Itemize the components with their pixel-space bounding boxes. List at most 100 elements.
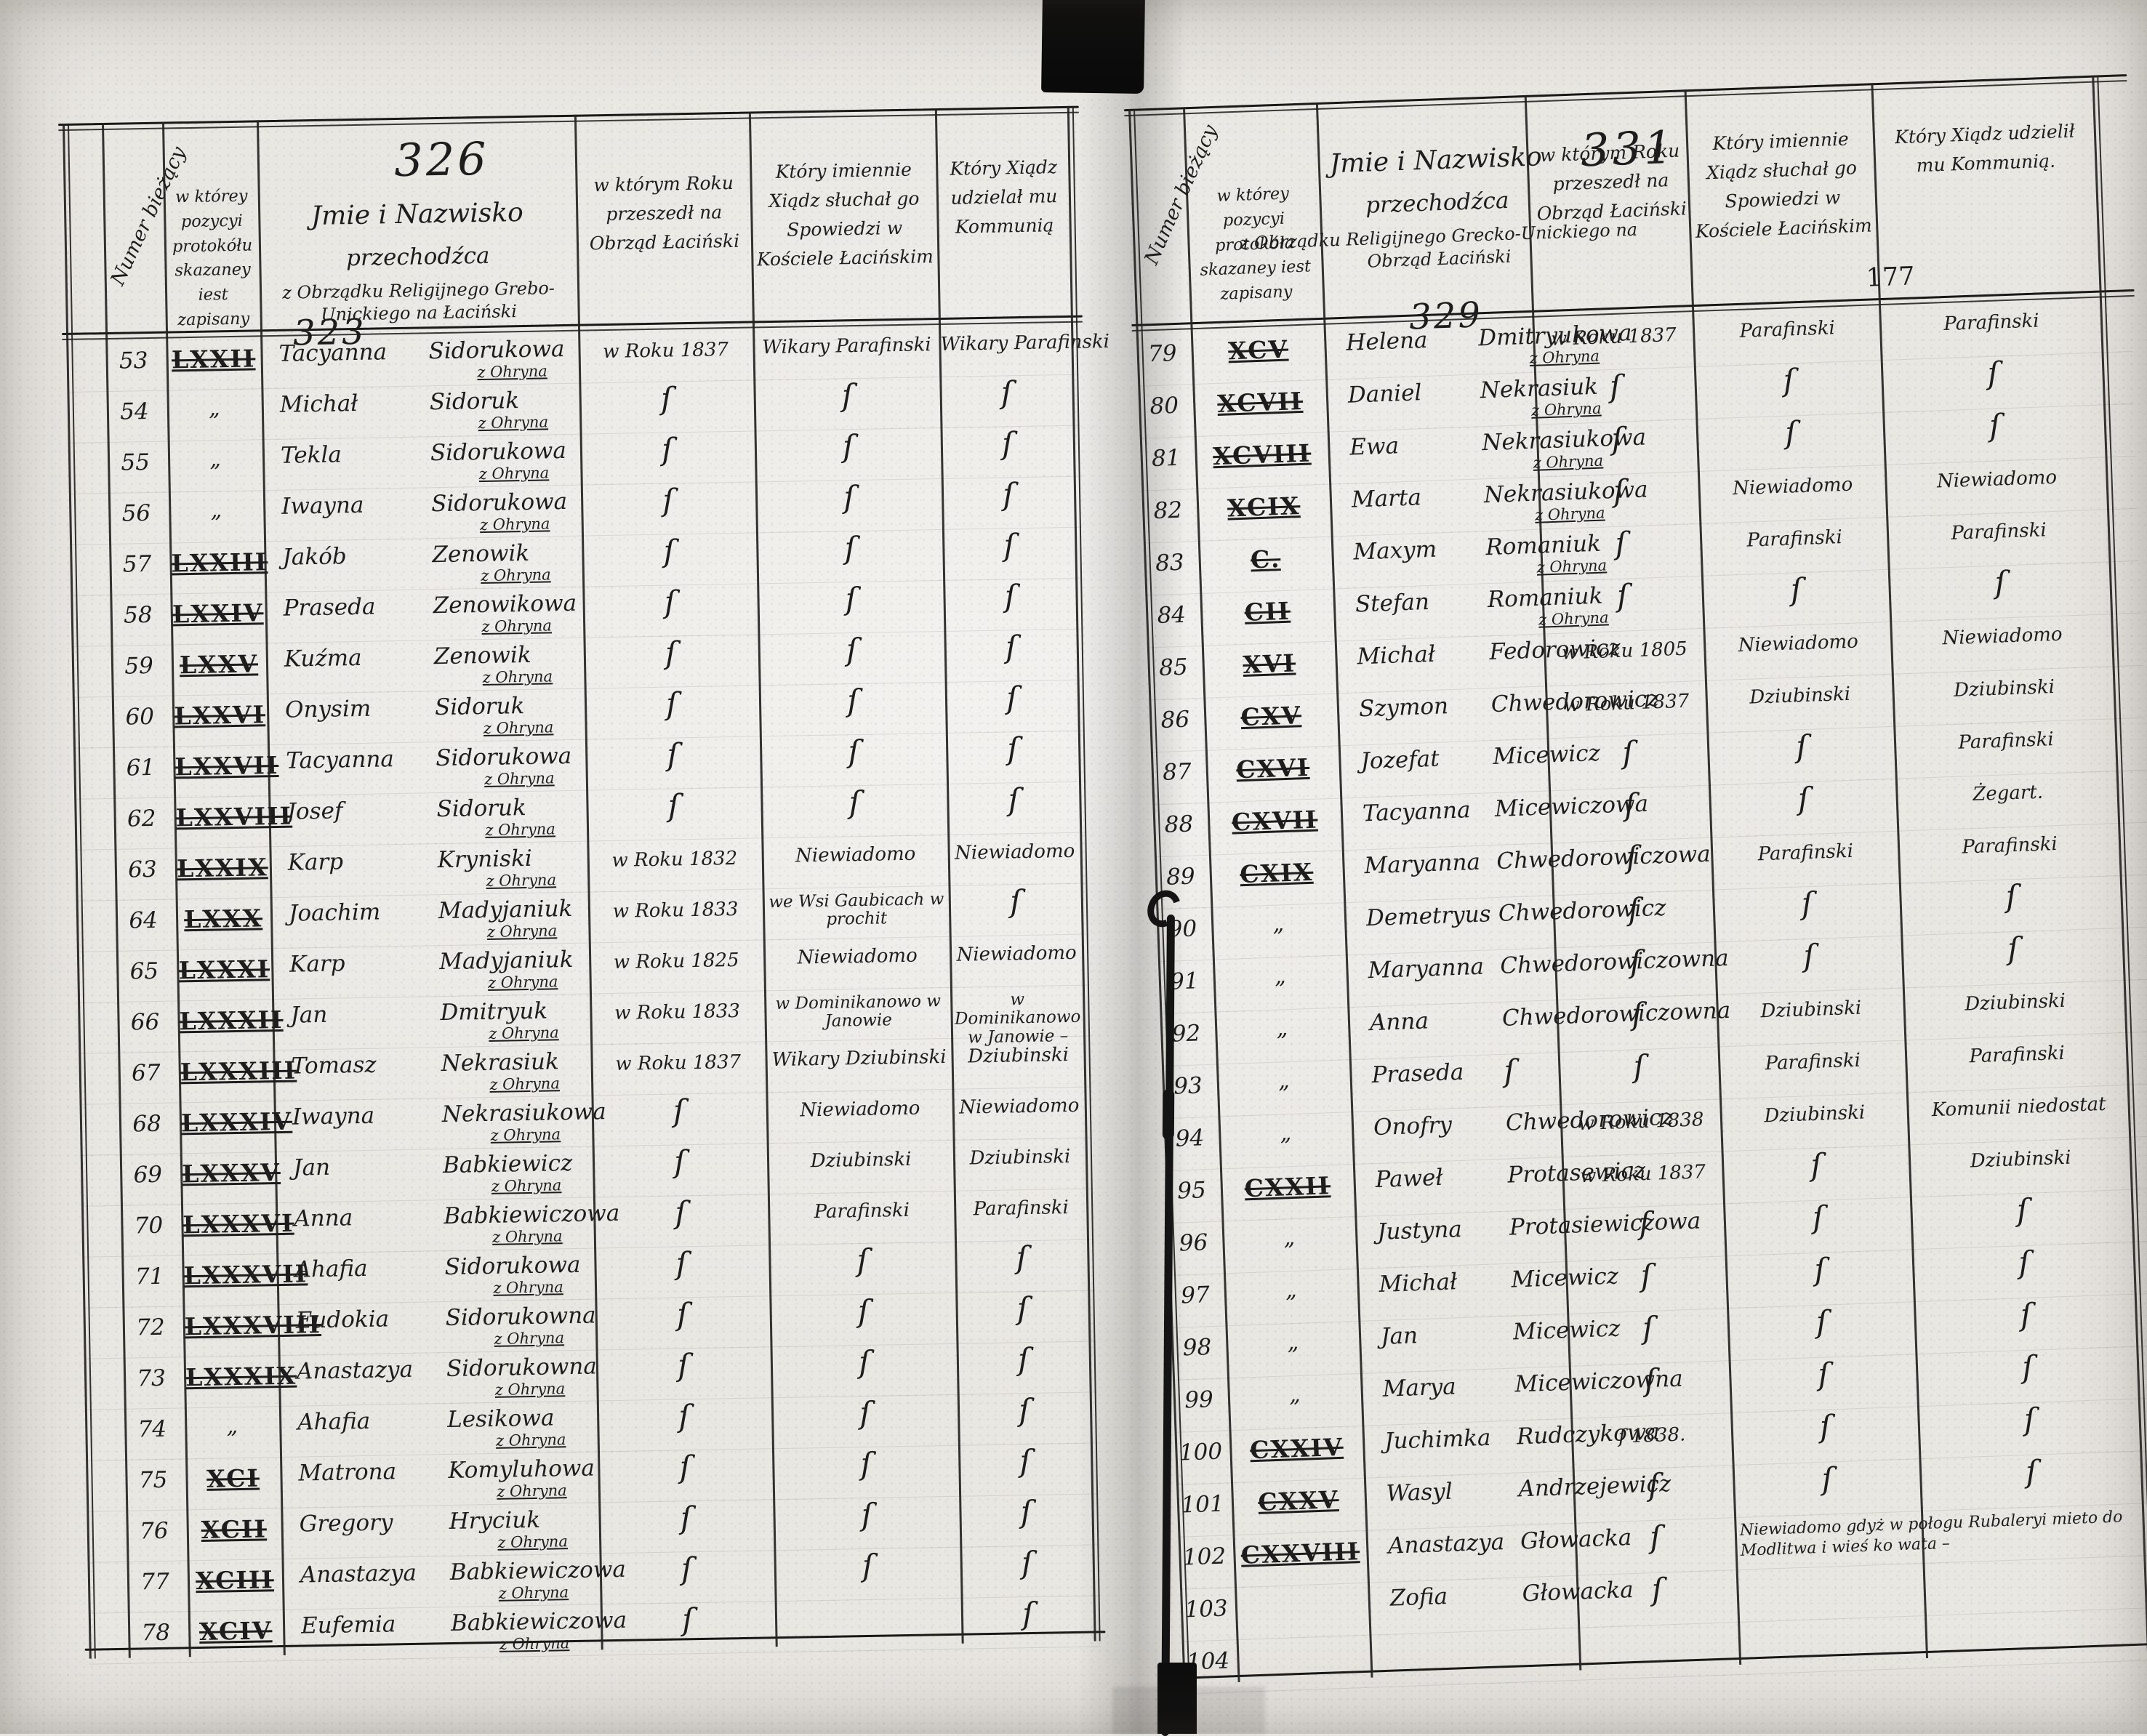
given-name: Michał [1379,1269,1458,1298]
given-name: Karp [287,848,344,876]
village: z Ohryna [483,769,555,789]
protocol-position: CXXV [1257,1485,1340,1516]
protocol-position: CXVI [1235,752,1310,784]
confessor: Niewiadomo [1732,473,1853,500]
protocol-position: LXXXIII [180,1056,297,1087]
surname: Babkiewiczowa [443,1199,620,1230]
surname: Madyjaniuk [438,895,573,925]
row-number: 101 [1180,1490,1225,1519]
protocol-position: CXXIV [1249,1432,1344,1465]
header-number-column: Numer bieżący [95,129,190,334]
protocol-position: XVI [1242,648,1296,679]
conversion-year: ſ [1642,1309,1655,1346]
row-number: 84 [1156,601,1187,630]
protocol-position: LXXXVII [183,1259,308,1290]
protocol-position: LXXXV [181,1157,281,1189]
given-name: Marya [1382,1373,1457,1402]
row-number: 78 [141,1619,171,1647]
given-name: Maxym [1352,536,1437,566]
row-number: 71 [135,1263,164,1290]
conversion-year: ſ [675,1245,688,1282]
header-communion-column: Który Xiądz udzielał mu Kommunią [950,156,1058,238]
given-name: Jan [1380,1322,1418,1350]
conversion-year: w Roku 1837 [1550,324,1677,350]
conversion-year: w Roku 1832 [611,847,738,872]
communion: Parafinski [1957,728,2055,754]
confessor: ſ [1801,885,1814,922]
given-name: Szymon [1358,693,1449,723]
conversion-year: ſ [661,431,674,467]
confessor: Niewiadomo [797,944,918,969]
conversion-year: w Roku 1838 [1578,1109,1704,1136]
conversion-year: w Roku 1825 [613,949,739,973]
confessor: ſ [1813,1251,1826,1288]
row-number: 100 [1179,1438,1223,1466]
given-name: Iwayna [292,1102,375,1130]
communion: ſ [1021,1545,1033,1581]
binding-tab-top [1041,0,1145,94]
conversion-year: ſ [679,1449,691,1485]
surname: Dmitryuk [440,997,548,1026]
row-number: 54 [119,398,149,425]
communion: ſ [1004,578,1016,614]
confessor: ſ [845,581,857,617]
conversion-year: ſ [1614,525,1627,561]
row-number: 99 [1184,1386,1214,1414]
conversion-year: ſ [663,533,675,569]
conversion-year: ſ [1647,1466,1661,1503]
confessor: ſ [1782,362,1796,398]
communion: Komunii niedostat [1931,1093,2107,1122]
communion: Dziubinski [969,1146,1071,1170]
header-name-title: Jmie i Nazwisko [310,197,524,232]
given-name: Daniel [1347,379,1422,409]
header-confessor-column: Który imiennie Xiądz słuchał go Spowiedz… [756,158,934,270]
protocol-position: „ [1283,1224,1296,1251]
confessor: ſ [1815,1303,1829,1340]
confessor: Parafinski [1746,526,1843,552]
protocol-position: XCIII [195,1565,275,1596]
given-name: Jozefat [1360,745,1440,775]
communion: ſ [2019,1296,2033,1333]
conversion-year: ſ [1610,420,1624,457]
conversion-year: ſ [1650,1571,1664,1608]
header-name-sub2: z Obrządku Religijnego Grecko-Unickiego … [1239,219,1638,272]
confessor: ſ [858,1343,871,1381]
communion: Wikary Parafinski [940,330,1110,355]
right-page: Numer bieżący w którey pozycyi protokóła… [1124,74,2147,1695]
row-number: 97 [1180,1282,1211,1309]
row-number: 63 [127,856,157,883]
given-name: Tomasz [291,1051,377,1080]
surname: Zenowikowa [433,590,577,619]
surname: Sidorukowa [428,336,565,365]
protocol-position: „ [1285,1277,1298,1303]
protocol-position: XCII [201,1514,268,1544]
communion: ſ [1022,1596,1035,1632]
row-number: 86 [1160,706,1190,734]
row-number: 82 [1152,497,1183,525]
row-number: 57 [122,550,152,578]
row-number: 89 [1165,863,1196,891]
confessor: ſ [1810,1146,1823,1184]
conversion-year: ſ 1838. [1618,1423,1686,1448]
given-name: Tacyanna [1362,797,1472,827]
protocol-position: „ [1272,911,1285,937]
confessor: Niewiadomo [1738,630,1859,657]
confessor: ſ [842,428,855,465]
surname: ſ [1503,1053,1516,1089]
village: z Ohryna [491,1176,562,1195]
row-number: 87 [1162,758,1192,786]
protocol-position: „ [1279,1120,1292,1146]
inline-folio-number: 323 [292,311,367,354]
conversion-year: ſ [665,635,678,671]
village: z Ohryna [489,1024,559,1042]
header-number-column: Numer bieżący [1130,114,1221,319]
confessor: Niewiadomo [800,1097,920,1122]
communion: ſ [1009,883,1022,920]
village: z Ohryna [485,820,555,840]
given-name: Praseda [283,593,376,622]
conversion-year: ſ [1632,1048,1645,1085]
conversion-year: ſ [675,1194,687,1231]
given-name: Zofia [1389,1583,1448,1612]
confessor: Parafinski [1765,1049,1861,1075]
row-number: 74 [137,1415,167,1443]
